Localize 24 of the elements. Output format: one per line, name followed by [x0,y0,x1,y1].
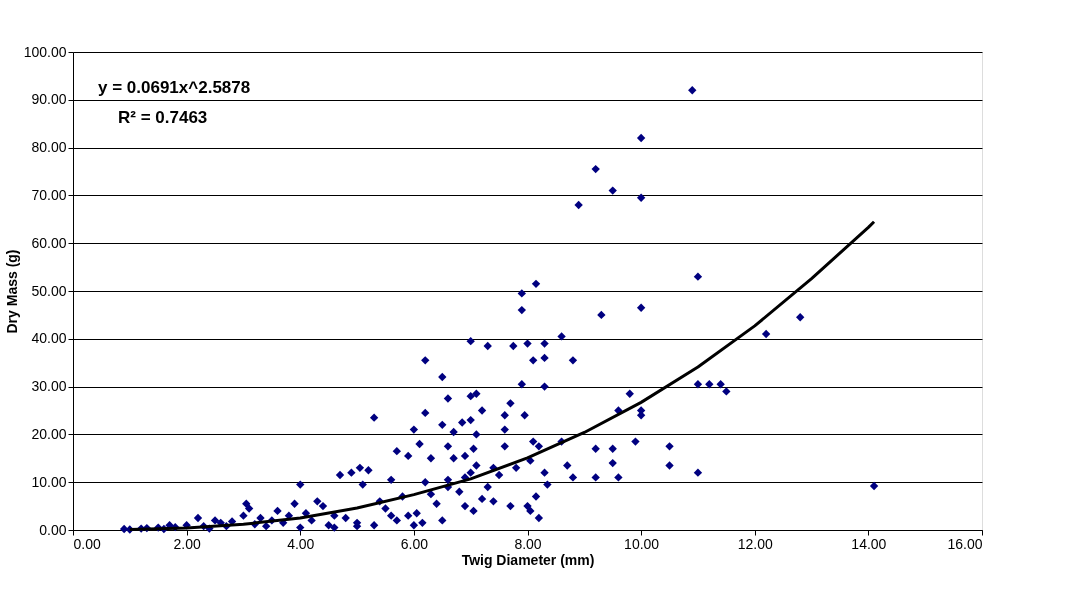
annotation: y = 0.0691x^2.5878 [98,78,251,97]
x-tick-label: 10.00 [624,535,660,552]
y-tick-label: 90.00 [31,91,67,108]
y-tick-label: 50.00 [31,282,67,299]
y-tick-label: 20.00 [31,425,67,442]
y-tick-label: 30.00 [31,378,67,395]
y-tick-label: 0.00 [39,521,67,538]
y-tick-label: 70.00 [31,186,67,203]
y-tick-label: 40.00 [31,330,67,347]
x-tick-label: 16.00 [947,535,983,552]
x-tick-label: 0.00 [73,535,101,552]
x-tick-label: 2.00 [173,535,201,552]
y-tick-label: 80.00 [31,139,67,156]
y-tick-label: 100.00 [23,43,67,60]
x-tick-label: 14.00 [851,535,887,552]
x-tick-label: 12.00 [737,535,773,552]
y-tick-label: 10.00 [31,473,67,490]
y-axis-title: Dry Mass (g) [3,249,20,334]
y-tick-label: 60.00 [31,234,67,251]
x-tick-label: 4.00 [287,535,315,552]
annotation: R² = 0.7463 [118,108,208,127]
x-axis-title: Twig Diameter (mm) [461,551,595,568]
x-tick-label: 8.00 [514,535,542,552]
x-tick-label: 6.00 [400,535,429,552]
